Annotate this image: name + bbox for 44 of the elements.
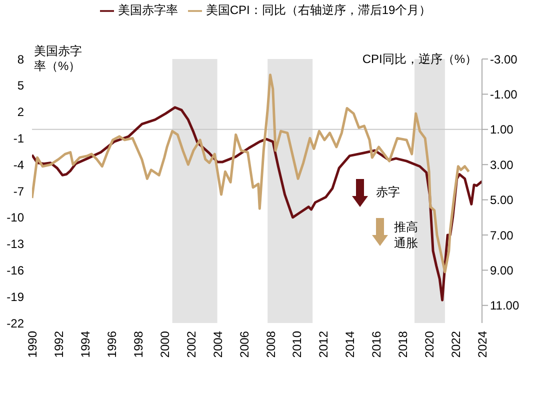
y2-tick-label: -1.00: [490, 87, 518, 102]
y-tick-label: -7: [13, 184, 24, 198]
x-tick-label: 2008: [264, 330, 278, 358]
x-tick-label: 1996: [104, 330, 119, 358]
x-tick-label: 2016: [370, 330, 384, 358]
y2-tick-label: -3.00: [490, 52, 518, 66]
y-axis-title: 美国赤字率（%）: [34, 44, 83, 74]
y-tick-label: -10: [6, 210, 24, 225]
x-tick-label: 2022: [449, 330, 464, 358]
y-tick-label: -1: [13, 131, 24, 146]
x-tick-label: 1994: [78, 330, 92, 358]
x-tick-label: 2010: [290, 330, 304, 358]
y-tick-label: 2: [17, 105, 24, 120]
y-tick-label: -4: [13, 158, 24, 172]
legend-label: 美国CPI：同比（右轴逆序，滞后19个月）: [206, 3, 432, 17]
y2-axis-title: CPI同比，逆序（%）: [362, 51, 477, 68]
x-tick-label: 1998: [131, 330, 146, 358]
x-tick-label: 1990: [26, 330, 40, 358]
x-tick-label: 2020: [422, 330, 437, 358]
line-series: [32, 74, 470, 274]
y2-tick-label: 7.00: [490, 228, 514, 242]
x-tick-label: 2024: [476, 330, 490, 358]
y-tick-label: -19: [6, 290, 24, 304]
x-tick-label: 2006: [237, 330, 252, 358]
x-tick-label: 2002: [184, 330, 198, 358]
y2-tick-label: 11.00: [490, 298, 520, 313]
x-tick-label: 2012: [316, 330, 331, 358]
x-tick-label: 2014: [343, 330, 358, 358]
y-tick-label: -13: [6, 237, 24, 252]
y-tick-label: -16: [6, 263, 24, 278]
y-tick-label: -22: [6, 316, 24, 330]
y2-tick-label: 1.00: [490, 122, 514, 137]
annotation: 赤字: [376, 184, 400, 201]
y-tick-label: 5: [17, 78, 24, 93]
annotation: 推高通胀: [394, 219, 419, 251]
x-tick-label: 1992: [52, 330, 66, 358]
y2-tick-label: 3.00: [490, 158, 514, 172]
x-tick-label: 2000: [158, 330, 172, 358]
y-tick-label: 8: [17, 52, 24, 66]
legend-label: 美国赤字率: [118, 3, 178, 17]
y2-tick-label: 5.00: [490, 193, 514, 208]
x-tick-label: 2018: [396, 330, 410, 358]
y2-tick-label: 9.00: [490, 263, 514, 278]
x-tick-label: 2004: [210, 330, 225, 358]
